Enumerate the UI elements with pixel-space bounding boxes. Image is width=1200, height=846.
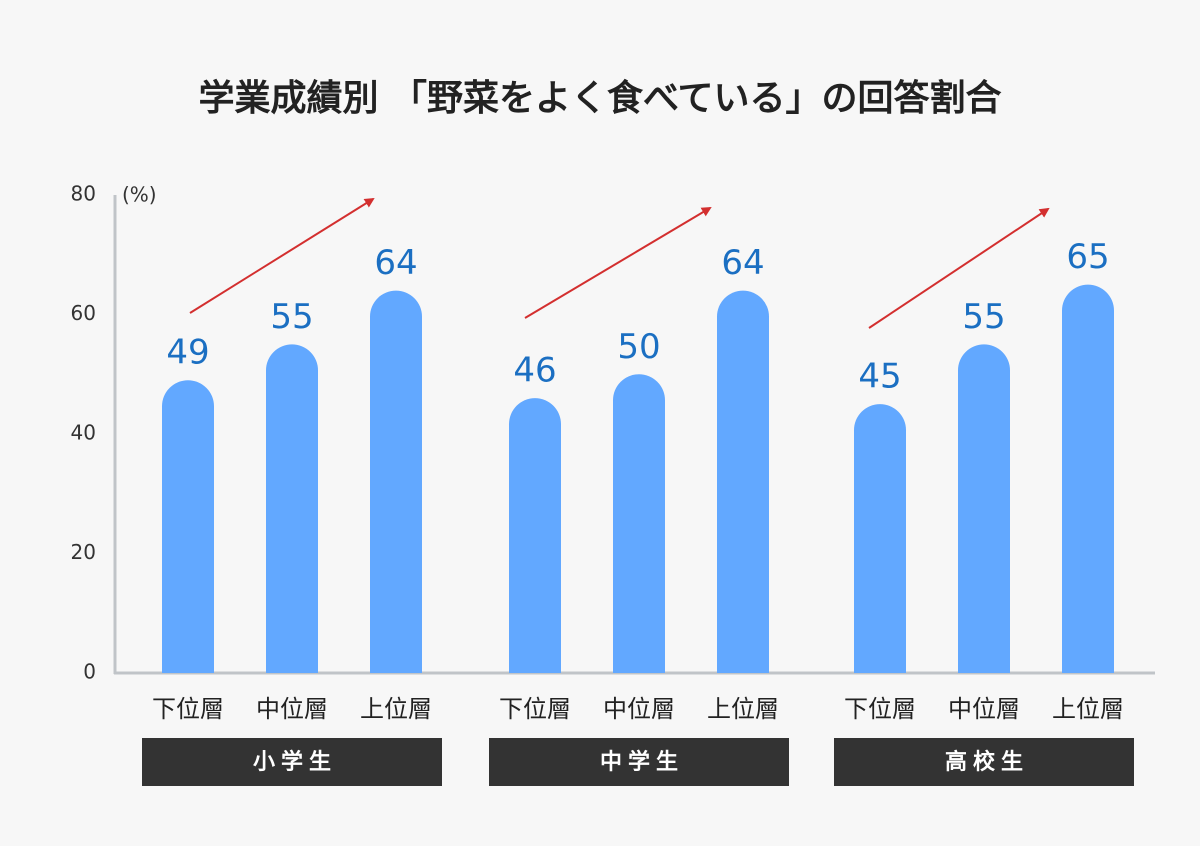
value-label: 46 (513, 351, 556, 391)
trend-arrow (189, 197, 375, 314)
bar (717, 290, 769, 673)
trend-arrow (868, 207, 1050, 329)
bar (958, 344, 1010, 673)
value-label: 65 (1066, 237, 1109, 277)
value-label: 45 (858, 357, 901, 397)
y-tick-label: 60 (71, 301, 96, 325)
x-tick-label: 中位層 (256, 695, 328, 723)
y-tick-label: 0 (83, 660, 96, 684)
y-axis-label: (%) (122, 183, 157, 207)
bar (370, 290, 422, 673)
x-tick-label: 下位層 (844, 695, 916, 723)
y-tick-label: 80 (71, 182, 96, 206)
bar (509, 398, 561, 673)
group-box (142, 738, 442, 786)
x-tick-label: 上位層 (707, 695, 779, 723)
y-tick-label: 20 (71, 540, 96, 564)
bar (854, 404, 906, 673)
y-tick-label: 40 (71, 421, 96, 445)
trend-arrow (524, 206, 712, 319)
x-tick-label: 中位層 (603, 695, 675, 723)
chart-title: 学業成績別 「野菜をよく食べている」の回答割合 (198, 77, 1001, 119)
value-label: 64 (721, 243, 764, 283)
bar (162, 380, 214, 673)
group-label: 中学生 (600, 749, 684, 775)
bar (266, 344, 318, 673)
x-tick-label: 上位層 (1052, 695, 1124, 723)
group-label: 高校生 (945, 749, 1029, 775)
bar (1062, 284, 1114, 673)
value-label: 55 (962, 297, 1005, 337)
value-label: 64 (374, 243, 417, 283)
x-tick-label: 下位層 (499, 695, 571, 723)
x-tick-label: 上位層 (360, 695, 432, 723)
group-label: 小学生 (253, 749, 337, 775)
value-label: 49 (166, 333, 209, 373)
value-label: 50 (617, 327, 660, 367)
group-box (834, 738, 1134, 786)
bar (613, 374, 665, 673)
group-box (489, 738, 789, 786)
x-tick-label: 下位層 (152, 695, 224, 723)
x-tick-label: 中位層 (948, 695, 1020, 723)
value-label: 55 (270, 297, 313, 337)
